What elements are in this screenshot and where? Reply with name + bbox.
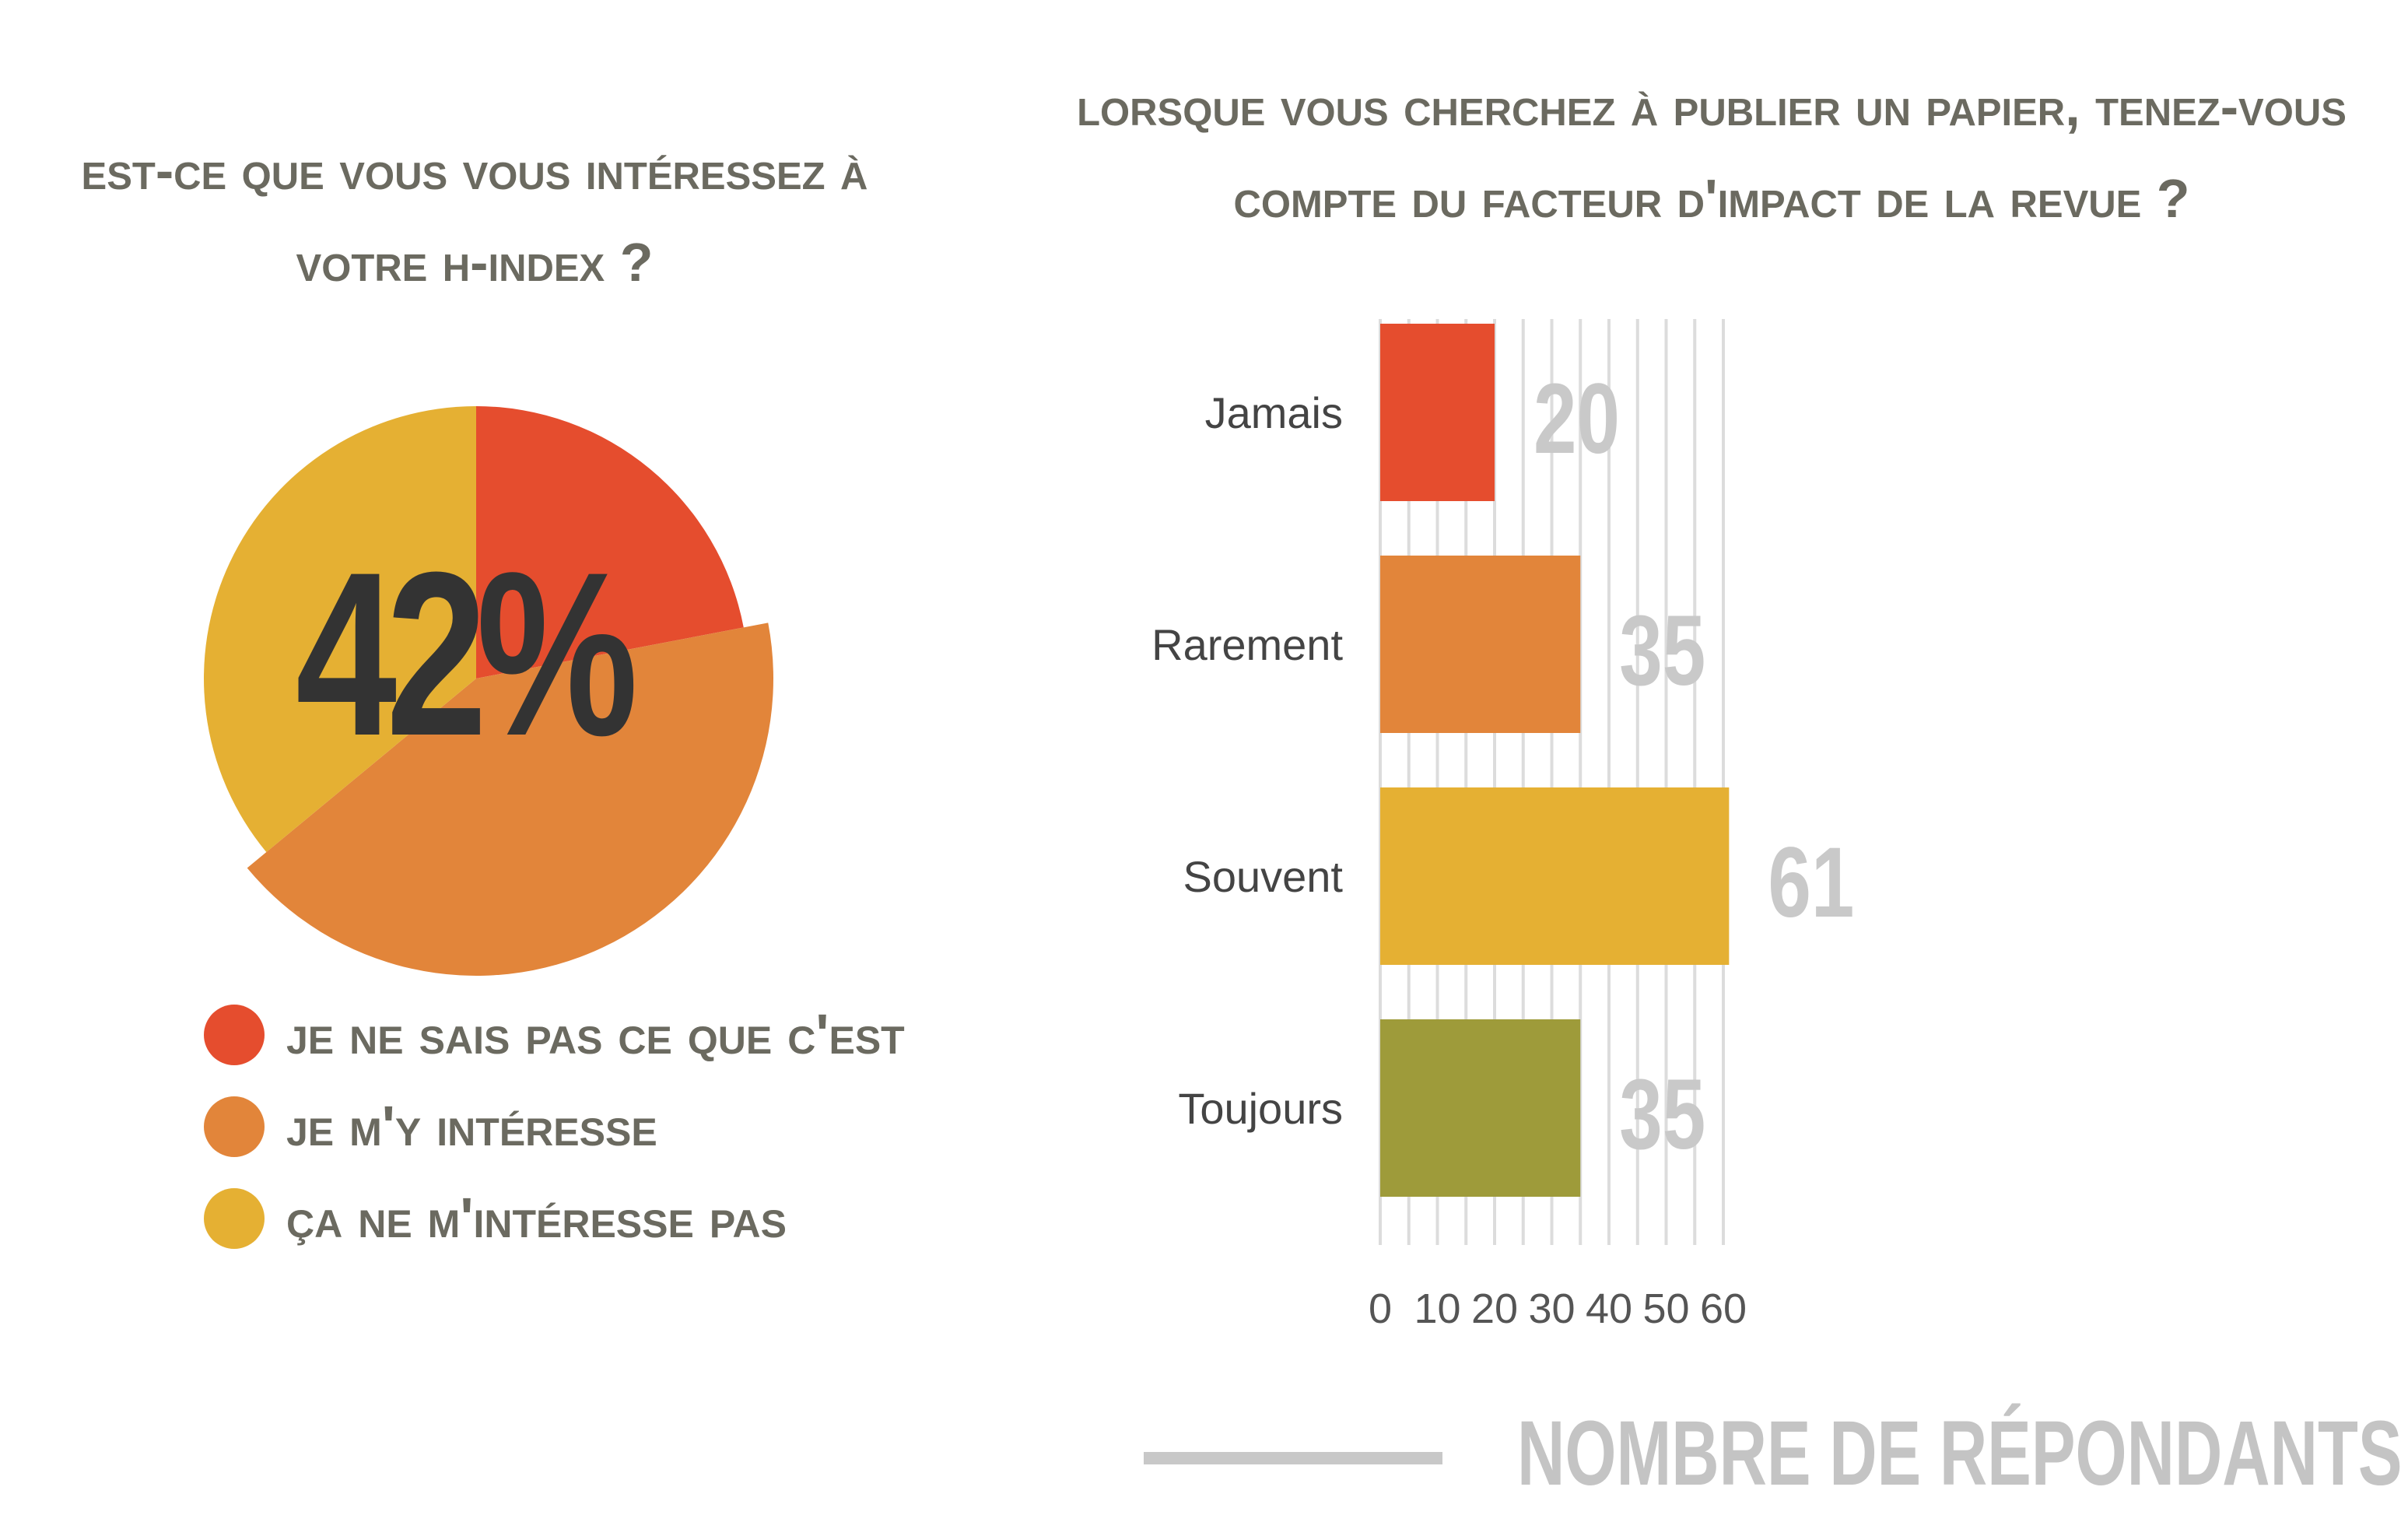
x-tick-label: 10 [1414,1285,1460,1332]
legend-swatch [204,1005,265,1065]
category-label: Rarement [1151,620,1343,669]
legend-swatch [204,1096,265,1157]
legend-label: Ça ne m'intéresse pas [286,1187,787,1250]
bar-value-label: 35 [1619,1059,1705,1170]
bar-value-label: 20 [1533,363,1620,475]
bar [1380,787,1730,965]
bar-value-label: 35 [1619,595,1705,707]
x-tick-label: 50 [1642,1285,1689,1332]
x-tick-label: 20 [1471,1285,1518,1332]
pie-slice [247,622,773,976]
pie-slice [204,406,476,853]
category-label: Jamais [1205,388,1343,437]
category-label: Toujours [1178,1084,1343,1133]
category-label: Souvent [1183,852,1344,901]
bar [1380,1019,1581,1197]
legend-label: Je ne sais pas ce que c'est [286,1004,905,1066]
x-tick-label: 40 [1586,1285,1632,1332]
x-axis-title: NOMBRE DE RÉPONDANTS [1517,1402,2403,1505]
pie-chart-title: Est-ce que vous vous intéressez à votre … [81,140,868,293]
legend-item: Je ne sais pas ce que c'est [204,1004,905,1066]
bar [1380,324,1495,501]
pie-slice [476,406,744,679]
legend-swatch [204,1188,265,1249]
bar-chart-title: Lorsque vous cherchez à publier un papie… [1077,76,2347,229]
pie-chart [204,406,773,976]
legend-label: Je m'y intéresse [286,1096,657,1158]
bar [1380,556,1581,733]
x-tick-label: 0 [1369,1285,1392,1332]
bar-value-label: 61 [1768,827,1854,938]
x-tick-label: 30 [1528,1285,1575,1332]
legend-item: Je m'y intéresse [204,1096,657,1158]
pie-center-percentage: 42% [296,523,638,784]
x-tick-label: 60 [1700,1285,1747,1332]
x-axis-title-rule [1144,1452,1442,1464]
legend-item: Ça ne m'intéresse pas [204,1187,787,1250]
